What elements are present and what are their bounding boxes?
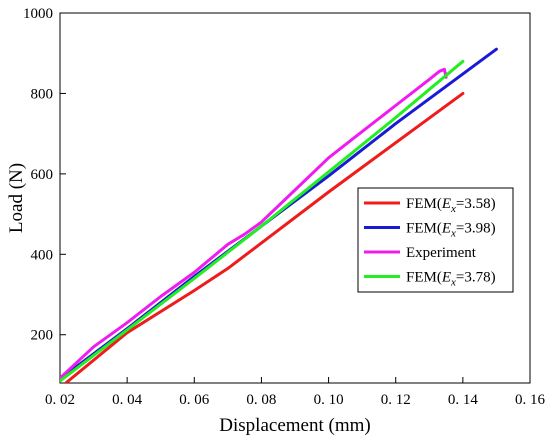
- series-line-experiment: [60, 67, 448, 380]
- legend: FEM(Ex=3.58) FEM(Ex=3.98) Experiment FEM(Ex…: [357, 187, 514, 293]
- plot-frame: [59, 12, 531, 384]
- x-tick-label: 0. 06: [179, 392, 210, 408]
- legend-entry-label: FEM(Ex=3.58): [406, 196, 496, 215]
- series-line-fem-ex-3-58-: [63, 91, 465, 383]
- x-tick-label: 0. 04: [112, 392, 143, 408]
- y-tick-label: 1000: [23, 6, 53, 22]
- x-tick-label: 0. 14: [448, 392, 479, 408]
- y-axis-label: Load (N): [6, 163, 27, 233]
- series-line-fem-ex-3-78-: [60, 59, 465, 383]
- x-tick-label: 0. 16: [515, 392, 546, 408]
- x-tick-label: 0. 08: [246, 392, 276, 408]
- x-axis-ticks: 0. 02 0. 04 0. 06 0. 08 0. 10 0. 12 0. 14 0. 16: [45, 377, 546, 408]
- legend-entry-label: FEM(Ex=3.98): [406, 221, 496, 240]
- y-axis-ticks: 200 400 600 800 1000: [23, 6, 66, 344]
- y-tick-label: 400: [31, 247, 54, 263]
- y-tick-label: 200: [31, 328, 54, 344]
- y-tick-label: 800: [31, 86, 54, 102]
- x-tick-label: 0. 10: [314, 392, 344, 408]
- legend-entry-label: Experiment: [406, 245, 477, 261]
- x-axis-label: Displacement (mm): [219, 415, 370, 436]
- x-tick-label: 0. 12: [381, 392, 411, 408]
- series-layer: [60, 47, 498, 383]
- legend-box: [357, 187, 514, 293]
- x-tick-label: 0. 02: [45, 392, 75, 408]
- y-tick-label: 600: [31, 167, 54, 183]
- legend-entry-label: FEM(Ex=3.78): [406, 270, 496, 289]
